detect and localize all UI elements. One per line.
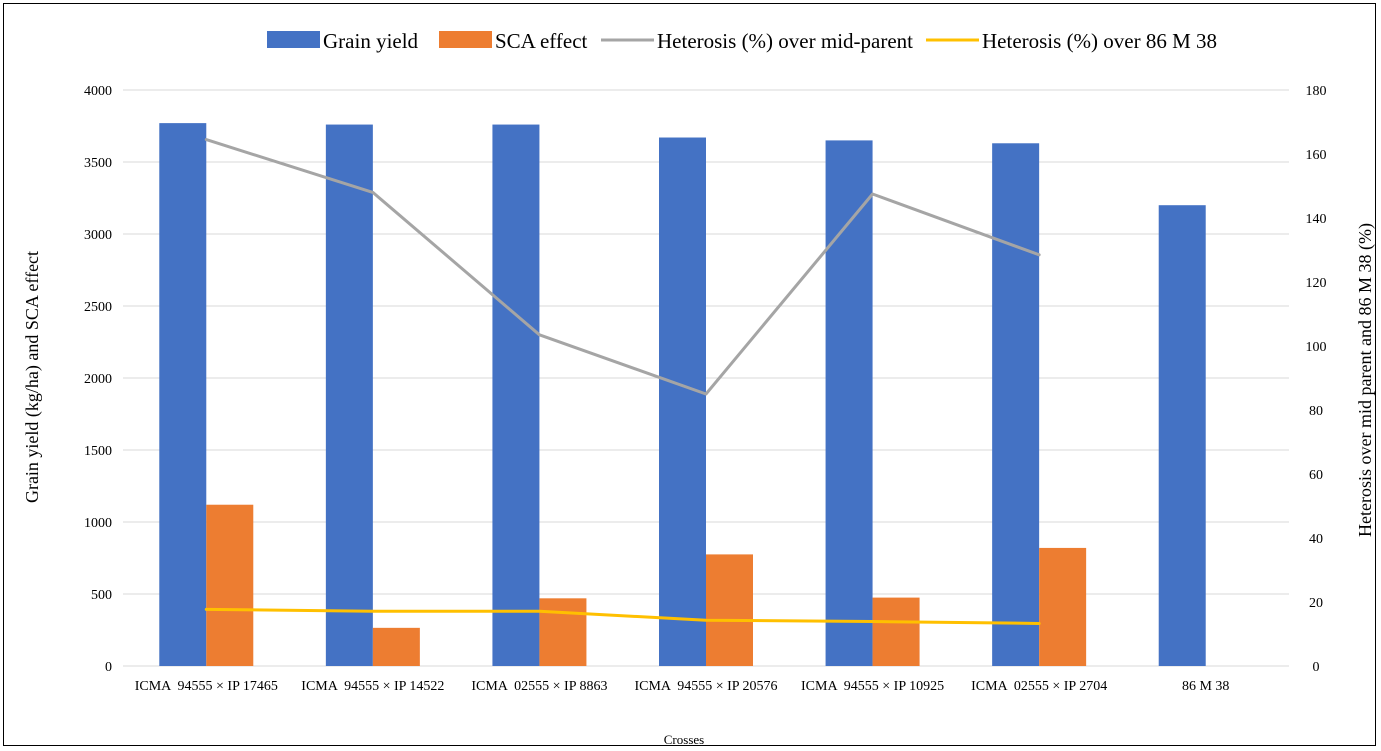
y-tick-label: 3500: [84, 156, 112, 171]
bar-sca-effect: [1039, 547, 1087, 666]
y2-tick-label: 100: [1306, 340, 1327, 355]
y2-tick-label: 120: [1306, 276, 1327, 291]
legend: Grain yield SCA effect Heterosis (%) over …: [267, 29, 1217, 53]
y-tick-label: 4000: [84, 84, 112, 99]
y-axis-right-ticks: 0 20 40 60 80 100 120 140 160 180: [1306, 84, 1327, 675]
y-tick-label: 2000: [84, 372, 112, 387]
bar-sca-effect: [539, 598, 587, 666]
bar-sca-effect: [206, 504, 254, 666]
line-heterosis-over-86-m-38: [204, 607, 1041, 625]
y-tick-label: 1000: [84, 516, 112, 531]
y2-tick-label: 80: [1309, 404, 1323, 419]
y2-tick-label: 0: [1313, 660, 1320, 675]
y-tick-label: 2500: [84, 300, 112, 315]
x-tick-label: ICMA 02555 × IP 8863: [471, 679, 607, 694]
y2-tick-label: 180: [1306, 84, 1327, 99]
y-tick-label: 3000: [84, 228, 112, 243]
legend-swatch-sca-effect: [439, 31, 492, 48]
y2-tick-label: 40: [1309, 532, 1323, 547]
bar-grain-yield: [492, 124, 540, 666]
y-axis-right-title: Heterosis over mid parent and 86 M 38 (%…: [1355, 223, 1376, 537]
y-tick-label: 500: [91, 588, 112, 603]
bar-grain-yield: [325, 124, 373, 666]
y2-tick-label: 60: [1309, 468, 1323, 483]
bar-grain-yield: [825, 140, 873, 666]
y-axis-left-ticks: 0 500 1000 1500 2000 2500 3000 3500 4000: [84, 84, 112, 675]
bar-sca-effect: [372, 627, 420, 666]
bar-sca-effect: [706, 554, 753, 666]
y2-tick-label: 140: [1306, 212, 1327, 227]
line-heterosis-over-mid-parent: [204, 138, 1041, 396]
bars: [159, 123, 1206, 667]
legend-label-grain-yield: Grain yield: [323, 29, 419, 53]
y2-tick-label: 160: [1306, 148, 1327, 163]
bar-grain-yield: [159, 123, 207, 667]
bar-grain-yield: [659, 137, 706, 666]
y2-tick-label: 20: [1309, 596, 1323, 611]
x-axis-ticks: ICMA 94555 × IP 17465 ICMA 94555 × IP 145…: [135, 679, 1230, 694]
legend-label-sca-effect: SCA effect: [495, 29, 588, 53]
x-tick-label: ICMA 02555 × IP 2704: [971, 679, 1107, 694]
x-tick-label: 86 M 38: [1182, 679, 1229, 694]
bar-grain-yield: [992, 143, 1040, 666]
legend-label-heterosis-over-mid-parent: Heterosis (%) over mid-parent: [657, 29, 913, 53]
x-tick-label: ICMA 94555 × IP 17465: [135, 679, 278, 694]
bar-sca-effect: [872, 597, 920, 666]
lines: [204, 138, 1041, 625]
y-tick-label: 1500: [84, 444, 112, 459]
x-tick-label: ICMA 94555 × IP 20576: [634, 679, 777, 694]
y-tick-label: 0: [105, 660, 112, 675]
x-axis-title: Crosses: [664, 732, 704, 747]
legend-swatch-grain-yield: [267, 31, 320, 48]
x-tick-label: ICMA 94555 × IP 14522: [301, 679, 444, 694]
x-tick-label: ICMA 94555 × IP 10925: [801, 679, 944, 694]
legend-label-heterosis-over-86-m-38: Heterosis (%) over 86 M 38: [982, 29, 1217, 53]
y-axis-left-title: Grain yield (kg/ha) and SCA effect: [22, 251, 43, 503]
bar-grain-yield: [1158, 205, 1206, 666]
